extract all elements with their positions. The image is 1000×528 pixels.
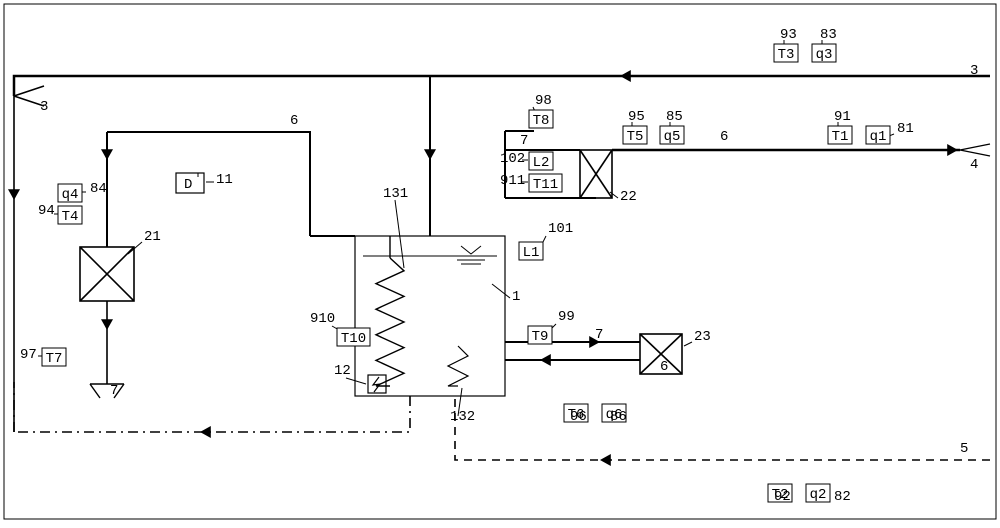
label-n12: 12: [334, 363, 351, 379]
arrowhead: [620, 70, 631, 82]
tag-q2: q2: [810, 487, 827, 503]
label-n84: 84: [90, 181, 107, 197]
label-n99: 99: [558, 309, 575, 325]
label-n7c: 7: [110, 383, 118, 399]
label-n82: 82: [834, 489, 851, 505]
arrowhead: [101, 149, 113, 160]
label-n131: 131: [383, 186, 408, 202]
label-n911: 911: [500, 173, 525, 189]
tag-T8: T8: [533, 113, 550, 129]
label-n92: 92: [774, 489, 791, 505]
arrowhead: [947, 144, 958, 156]
tag-q4: q4: [62, 187, 79, 203]
arrowhead: [8, 189, 20, 200]
label-nD: D: [184, 177, 192, 193]
label-n1: 1: [512, 289, 520, 305]
label-n910: 910: [310, 311, 335, 327]
arrowhead: [200, 426, 211, 438]
tag-q3: q3: [816, 47, 833, 63]
tag-T11: T11: [533, 177, 558, 193]
line-left_branch3: [14, 86, 44, 96]
label-n21: 21: [144, 229, 161, 245]
line-lead_21: [128, 242, 142, 254]
tag-L1: L1: [523, 245, 540, 261]
label-n132: 132: [450, 409, 475, 425]
line-pipe4_tail2: [960, 150, 990, 156]
tag-q5: q5: [664, 129, 681, 145]
label-n96: 96: [570, 409, 587, 425]
line-funnel2: [90, 384, 100, 398]
tag-T9: T9: [532, 329, 549, 345]
label-n98: 98: [535, 93, 552, 109]
tag-q1: q1: [870, 129, 887, 145]
label-n7a: 7: [520, 133, 528, 149]
line-dashdot_bottom: [14, 396, 410, 432]
line-lead_23: [684, 342, 692, 346]
coil-131: [376, 258, 404, 386]
label-n94: 94: [38, 203, 55, 219]
line-top_rail: [14, 76, 990, 96]
label-n6a: 6: [290, 113, 298, 129]
label-n11: 11: [216, 172, 233, 188]
label-n86: 86: [610, 409, 627, 425]
label-n3b: 3: [40, 99, 48, 115]
lightning-icon: [373, 377, 380, 392]
label-n83: 83: [820, 27, 837, 43]
arrowhead: [600, 454, 611, 466]
tag-T7: T7: [46, 351, 63, 367]
label-n95: 95: [628, 109, 645, 125]
label-n23: 23: [694, 329, 711, 345]
line-lead_131: [395, 200, 404, 268]
label-n85: 85: [666, 109, 683, 125]
tag-T4: T4: [62, 209, 79, 225]
label-n5: 5: [960, 441, 968, 457]
water-level-icon: [461, 246, 481, 254]
line-dashed_bottom: [455, 396, 990, 460]
label-n91: 91: [834, 109, 851, 125]
tag-L2: L2: [533, 155, 550, 171]
tag-T3: T3: [778, 47, 795, 63]
label-n102: 102: [500, 151, 525, 167]
label-n22: 22: [620, 189, 637, 205]
arrowhead: [101, 319, 113, 330]
outer-frame: [4, 4, 996, 519]
label-n3a: 3: [970, 63, 978, 79]
line-lead_1: [492, 284, 510, 298]
label-n6c: 6: [720, 129, 728, 145]
label-n81: 81: [897, 121, 914, 137]
label-n93: 93: [780, 27, 797, 43]
line-to21_branch: [107, 132, 310, 236]
line-pipe4_tail1: [960, 144, 990, 150]
arrowhead: [540, 354, 551, 366]
label-n6b: 6: [660, 359, 668, 375]
label-n101: 101: [548, 221, 573, 237]
tag-T1: T1: [832, 129, 849, 145]
label-n97: 97: [20, 347, 37, 363]
coil-132: [448, 346, 468, 386]
arrowhead: [424, 149, 436, 160]
tag-T10: T10: [341, 331, 366, 347]
tag-T5: T5: [627, 129, 644, 145]
label-n7b: 7: [595, 327, 603, 343]
label-n4: 4: [970, 157, 978, 173]
